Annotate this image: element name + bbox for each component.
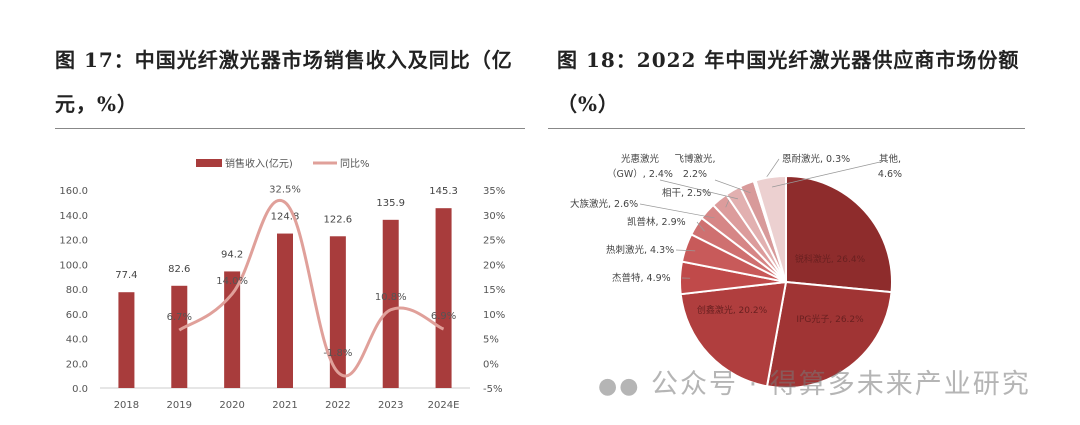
watermark: ●● 公众号 · 得算多未来产业研究 [598,362,1031,401]
watermark-text: 公众号 · 得算多未来产业研究 [651,369,1031,400]
bar-value-label: 135.9 [376,198,405,209]
left-title-line1: 图 17：中国光纤激光器市场销售收入及同比（亿 [55,48,513,72]
line-value-label: 32.5% [269,184,301,195]
right-title-line1: 图 18：2022 年中国光纤激光器供应商市场份额 [557,48,1020,72]
x-tick-label: 2021 [272,400,297,411]
y2-tick-label: 10% [483,310,505,321]
bar [277,233,293,388]
wechat-icon: ●● [598,374,641,399]
bar-value-label: 145.3 [429,186,458,197]
yoy-line [178,198,445,378]
pie-slice [679,280,788,388]
pie-slice-label: 大族激光, 2.6% [570,198,638,210]
pie-slice-label: IPG光子, 26.2% [796,313,864,325]
line-value-label: 14.0% [216,276,248,287]
y2-tick-label: 25% [483,236,505,247]
pie-slice [754,174,787,283]
left-chart-title: 图 17：中国光纤激光器市场销售收入及同比（亿 元，%） [55,38,513,126]
bar-value-label: 77.4 [115,270,137,281]
y2-tick-label: 35% [483,186,505,197]
line-value-label: 6.7% [167,312,192,323]
y2-tick-label: 0% [483,359,499,370]
x-tick-label: 2023 [378,400,403,411]
y2-tick-label: -5% [483,384,502,395]
pie-leader-line [696,221,705,232]
bar-value-label: 94.2 [221,249,243,260]
y-tick-label: 80.0 [66,285,88,296]
pie-slice-label: 创鑫激光, 20.2% [697,304,768,316]
x-tick-label: 2018 [114,400,139,411]
x-tick-label: 2019 [167,400,192,411]
pie-slice-label: 相干, 2.5% [662,187,711,199]
left-title-line2: 元，%） [55,92,139,116]
pie-slice [785,174,893,294]
line-value-label: 6.9% [431,311,456,322]
pie-leader-line [659,179,739,200]
y-tick-label: 140.0 [59,211,88,222]
pie-leader-line [714,179,751,194]
pie-slice-label: 其他, 4.6% [878,153,902,180]
left-divider [55,128,525,129]
y2-tick-label: 20% [483,260,505,271]
pie-leader-line [675,249,696,252]
y-tick-label: 100.0 [59,260,88,271]
bar-line-chart: 0.0 20.0 40.0 60.0 80.0 100.0 120.0 140.0 160.0 -… [59,157,505,411]
pie-slice-label: 凯普林, 2.9% [627,216,686,228]
legend-bar-label: 销售收入(亿元) [225,157,293,170]
x-tick-label: 2020 [219,400,244,411]
right-divider [548,128,1025,129]
y2-tick-label: 15% [483,285,505,296]
right-title-line2: （%） [557,92,620,116]
bar [435,208,452,388]
line-value-label: -1.8% [323,348,352,359]
pie-slice-label: 光惠激光（GW）, 2.4% [607,153,673,180]
bar [329,236,346,388]
pie-slice-label: 恩耐激光, 0.3% [782,153,850,165]
pie-leader-line [639,203,715,219]
y2-tick-label: 30% [483,211,505,222]
pie-leader-line [772,161,881,188]
pie-slice-label: 飞博激光, 2.2% [674,153,715,180]
legend-bar-swatch [196,159,222,167]
y-tick-label: 120.0 [59,236,88,247]
y2-tick-label: 5% [483,335,499,346]
y-tick-label: 20.0 [66,359,88,370]
y-tick-label: 60.0 [66,310,88,321]
pie-slice-label: 热刺激光, 4.3% [606,244,674,256]
legend-line-label: 同比% [340,158,370,170]
bar [118,292,135,388]
pie-slice-label: 杰普特, 4.9% [612,272,671,284]
pie-slice [765,280,893,389]
bar [171,285,188,388]
right-chart-title: 图 18：2022 年中国光纤激光器供应商市场份额 （%） [557,38,1019,126]
y-tick-label: 0.0 [72,384,88,395]
pie-slice-label: 锐科激光, 26.4% [795,253,866,265]
bar-value-label: 82.6 [168,264,190,275]
y-tick-label: 40.0 [66,335,88,346]
bar-value-label: 122.6 [324,214,353,225]
x-tick-label: 2022 [325,400,350,411]
y-tick-label: 160.0 [59,186,88,197]
x-tick-label: 2024E [428,400,460,411]
line-value-label: 10.8% [375,292,407,303]
bar-value-label: 124.8 [271,212,300,223]
bar [382,219,399,388]
